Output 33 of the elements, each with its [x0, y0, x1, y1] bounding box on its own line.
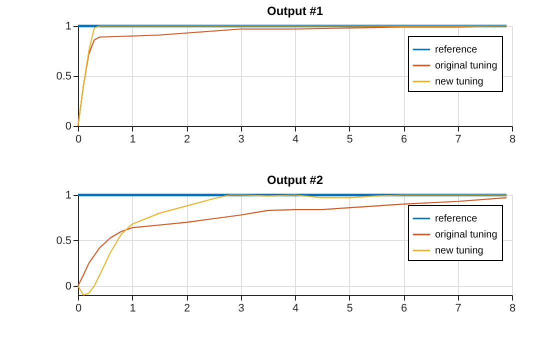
x-tick-label: 1 [130, 302, 136, 314]
line-series [77, 25, 508, 127]
x-tick-label: 1 [130, 134, 136, 146]
legend-label: original tuning [435, 230, 498, 240]
x-tick-label: 6 [400, 302, 408, 314]
chart-title: Output #2 [267, 173, 324, 187]
y-tick-label: 0 [65, 120, 72, 132]
legend-label: original tuning [435, 60, 498, 72]
x-tick-label: 0 [75, 134, 82, 146]
x-tick-label: 8 [509, 134, 516, 146]
x-tick-label: 7 [455, 302, 462, 314]
x-tick-label: 0 [75, 302, 82, 314]
x-tick-label: 8 [509, 302, 516, 314]
legend-label: new tuning [435, 76, 484, 88]
x-tick-label: 2 [184, 134, 190, 146]
y-tick-label: 0.5 [56, 234, 72, 247]
chart-title: Output #1 [267, 4, 324, 18]
y-tick-label: 0 [65, 280, 72, 292]
x-tick-label: 5 [346, 134, 353, 146]
legend-label: reference [435, 44, 478, 56]
x-tick-label: 3 [238, 302, 244, 314]
legend-label: reference [435, 214, 478, 224]
x-tick-label: 7 [455, 134, 462, 146]
y-tick-label: 1 [65, 20, 72, 32]
legend-label: new tuning [435, 246, 484, 256]
x-tick-label: 4 [292, 302, 299, 314]
x-tick-label: 2 [184, 302, 190, 314]
y-tick-label: 1 [65, 190, 72, 202]
x-tick-label: 6 [400, 134, 408, 146]
y-tick-label: 0.5 [56, 70, 72, 82]
x-tick-label: 4 [292, 134, 299, 146]
x-tick-label: 5 [346, 302, 353, 314]
x-tick-label: 3 [238, 134, 244, 146]
